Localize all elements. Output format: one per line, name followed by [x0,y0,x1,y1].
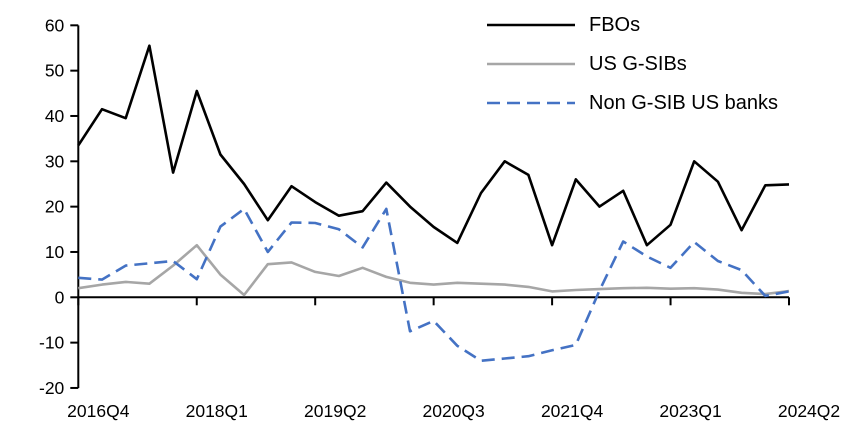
y-axis-label: 40 [45,106,65,126]
series-line-non-g-sib-us-banks [78,207,790,363]
legend-label-non-gsib: Non G-SIB US banks [589,92,778,114]
legend-item-fbos: FBOs [487,12,640,38]
y-axis-label: 30 [45,151,65,171]
y-axis-label: 50 [45,61,65,81]
y-axis-label: -20 [39,378,65,398]
x-axis-label: 2024Q2 [778,401,840,421]
legend-label-fbos: FBOs [589,14,641,36]
x-axis-label: 2016Q4 [67,401,130,421]
us-gsibs-line-swatch [487,62,575,66]
fbos-line-swatch [487,23,575,27]
legend-label-us-gsibs: US G-SIBs [589,53,687,75]
series-line-us-g-sibs [78,243,790,297]
x-axis-label: 2020Q3 [423,401,485,421]
y-axis-label: 60 [45,15,65,35]
x-axis-label: 2021Q4 [541,401,604,421]
x-axis-label: 2018Q1 [186,401,248,421]
non-gsib-line-swatch [487,101,575,105]
y-axis-label: 0 [55,287,65,307]
y-axis-label: 10 [45,242,65,262]
legend-item-us-gsibs: US G-SIBs [487,51,687,77]
x-axis-label: 2019Q2 [304,401,366,421]
x-axis-label: 2023Q1 [659,401,721,421]
series-line-fbos [77,44,790,247]
legend-item-non-gsib: Non G-SIB US banks [487,90,778,116]
y-axis-label: 20 [45,197,65,217]
y-axis-label: -10 [39,333,65,353]
